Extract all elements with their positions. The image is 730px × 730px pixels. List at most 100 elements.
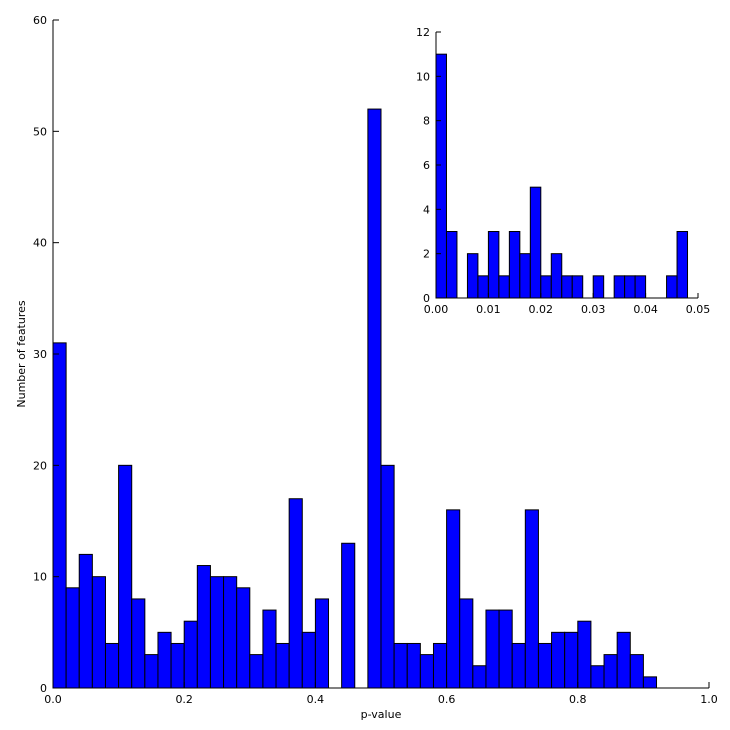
main-x-tick-label: 1.0	[700, 693, 718, 706]
main-x-ticks: 0.0 0.2 0.4 0.6 0.8 1.0	[44, 682, 718, 706]
y-axis-label: Number of features	[15, 300, 28, 407]
main-bar	[577, 620, 592, 689]
main-bar	[196, 565, 211, 689]
main-bars	[52, 108, 658, 689]
main-bar	[367, 108, 382, 689]
inset-bar	[435, 53, 447, 299]
main-bar	[432, 642, 448, 689]
inset-bar	[624, 275, 636, 299]
main-y-tick-label: 40	[33, 237, 47, 250]
main-bar	[170, 642, 185, 689]
main-bar	[446, 509, 461, 689]
main-bar	[472, 665, 487, 689]
inset-x-tick-label: 0.02	[529, 303, 554, 316]
main-bar	[249, 654, 264, 689]
inset-bar	[634, 275, 647, 299]
main-x-tick-label: 0.4	[307, 693, 325, 706]
main-y-tick-label: 50	[33, 125, 47, 138]
inset-y-tick-label: 4	[423, 203, 430, 216]
main-bar	[511, 642, 526, 689]
main-bar	[603, 654, 618, 689]
main-bar	[78, 553, 93, 689]
main-bar	[393, 642, 408, 689]
main-y-tick-label: 0	[40, 682, 47, 695]
main-bar	[590, 665, 605, 689]
main-bar	[524, 509, 539, 689]
inset-bar	[613, 275, 626, 299]
main-bar	[288, 498, 303, 689]
inset-x-tick-label: 0.03	[581, 303, 606, 316]
main-bar	[537, 642, 553, 689]
main-bar	[104, 642, 120, 689]
inset-bar	[540, 275, 552, 299]
inset-bar	[592, 275, 605, 299]
main-y-tick-label: 60	[33, 14, 47, 27]
inset-bar	[666, 275, 678, 299]
inset-bars	[435, 53, 689, 299]
main-x-tick-label: 0.0	[44, 693, 62, 706]
main-bar	[301, 631, 316, 689]
inset-y-tick-label: 2	[423, 248, 430, 261]
inset-y-ticks: 0 2 4 6 8 10 12	[416, 26, 441, 305]
main-y-tick-label: 30	[33, 348, 47, 361]
inset-bar	[676, 231, 689, 299]
x-axis-label: p-value	[361, 708, 402, 721]
main-y-tick-label: 10	[33, 571, 47, 584]
inset-bar	[477, 275, 489, 299]
main-bar	[144, 654, 159, 689]
main-bar	[629, 654, 644, 689]
main-bar	[131, 598, 146, 689]
inset-bar	[508, 231, 521, 299]
inset-bar	[529, 186, 542, 299]
main-bar	[642, 676, 658, 689]
inset-x-tick-label: 0.00	[424, 303, 449, 316]
inset-bar	[561, 275, 573, 299]
main-bar	[65, 587, 80, 689]
inset-bar	[445, 231, 458, 299]
inset-bar	[550, 253, 563, 299]
main-bar	[209, 576, 225, 689]
main-bar	[52, 342, 67, 689]
inset-bar	[498, 275, 510, 299]
main-bar	[485, 609, 500, 689]
main-bar	[183, 620, 198, 689]
main-bar	[157, 631, 172, 689]
main-bar	[262, 609, 277, 689]
inset-y-tick-label: 10	[416, 70, 430, 83]
inset-y-tick-label: 12	[416, 26, 430, 39]
inset-histogram: 0.00 0.01 0.02 0.03 0.04 0.05 0 2 4 6 8 10 12	[416, 26, 710, 316]
inset-y-tick-label: 8	[423, 115, 430, 128]
main-bar	[236, 587, 251, 689]
main-bar	[419, 654, 434, 689]
main-bar	[551, 631, 566, 689]
inset-x-tick-label: 0.04	[633, 303, 658, 316]
main-x-tick-label: 0.2	[175, 693, 193, 706]
main-y-ticks: 0 10 20 30 40 50 60	[33, 14, 59, 695]
inset-bar	[487, 231, 500, 299]
inset-x-ticks: 0.00 0.01 0.02 0.03 0.04 0.05	[424, 293, 711, 316]
main-x-tick-label: 0.8	[569, 693, 587, 706]
main-x-tick-label: 0.6	[438, 693, 456, 706]
inset-bar	[519, 253, 531, 299]
main-bar	[459, 598, 474, 689]
main-bar	[314, 598, 330, 689]
main-bar	[275, 642, 290, 689]
main-bar	[341, 542, 356, 689]
main-bar	[616, 631, 631, 689]
main-bar	[406, 642, 421, 689]
main-bar	[91, 576, 106, 689]
inset-x-tick-label: 0.05	[686, 303, 711, 316]
inset-bar	[571, 275, 584, 299]
main-bar	[380, 464, 395, 689]
inset-y-tick-label: 0	[423, 292, 430, 305]
main-bar	[564, 631, 579, 689]
main-bar	[223, 576, 238, 689]
inset-x-tick-label: 0.01	[476, 303, 501, 316]
inset-bar	[466, 253, 479, 299]
main-bar	[498, 609, 513, 689]
main-y-tick-label: 20	[33, 459, 47, 472]
inset-y-tick-label: 6	[423, 159, 430, 172]
main-bar	[118, 464, 133, 689]
